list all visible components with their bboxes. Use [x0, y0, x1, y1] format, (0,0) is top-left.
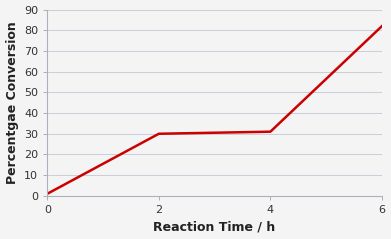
X-axis label: Reaction Time / h: Reaction Time / h [154, 220, 276, 234]
Y-axis label: Percentgae Conversion: Percentgae Conversion [5, 21, 18, 184]
